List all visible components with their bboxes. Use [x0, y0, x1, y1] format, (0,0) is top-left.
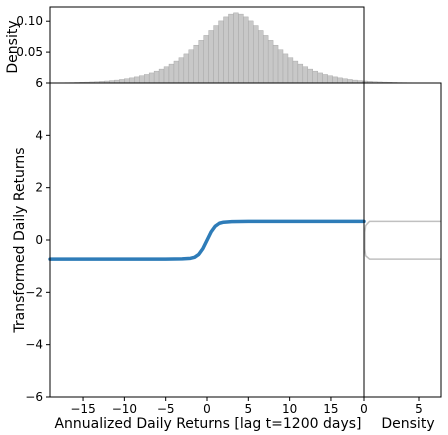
- histogram-bar: [158, 68, 165, 84]
- y-tick-label: −4: [25, 338, 43, 352]
- histogram-bar: [302, 66, 309, 84]
- histogram-bar: [188, 49, 194, 84]
- histogram-bar: [337, 77, 343, 84]
- histogram-bar: [198, 40, 204, 84]
- histogram-bar: [178, 57, 185, 84]
- histogram-bar: [119, 79, 125, 84]
- y-tick-label: 0.10: [16, 14, 43, 28]
- main-x-ticks: −15 −10 −5 0 5 10 15: [70, 397, 339, 416]
- top-y-axis-label: Density: [5, 20, 21, 73]
- y-tick-label: 4: [35, 128, 43, 142]
- x-tick-label: 5: [415, 402, 423, 416]
- histogram-bar: [143, 74, 150, 84]
- x-tick-label: 5: [244, 402, 252, 416]
- histogram-bar: [332, 76, 338, 84]
- top-histogram-panel: 0.05 0.10 Density: [5, 6, 413, 84]
- histogram-bar: [297, 63, 304, 84]
- histogram-bar: [173, 60, 180, 84]
- histogram-bar: [342, 78, 348, 84]
- histogram-bar: [262, 35, 269, 84]
- top-y-ticks: 0.05 0.10: [16, 14, 50, 59]
- y-tick-label: 0: [35, 233, 43, 247]
- histogram-bar: [203, 35, 209, 84]
- main-y-axis-label: Transformed Daily Returns: [12, 147, 28, 333]
- histogram-bar: [223, 16, 229, 84]
- histogram-bar: [307, 68, 313, 84]
- histogram-bar: [327, 75, 333, 84]
- histogram-bar: [243, 16, 249, 84]
- right-panel-frame: [363, 82, 442, 398]
- histogram-bar: [258, 30, 264, 84]
- histogram-bar: [267, 40, 274, 84]
- histogram-bar: [183, 53, 190, 84]
- histogram-bar: [163, 66, 170, 84]
- histogram-bar: [272, 44, 279, 84]
- histogram-bar: [193, 44, 199, 84]
- histogram-bar: [233, 12, 239, 84]
- histogram-bar: [228, 13, 234, 84]
- histogram-bar: [347, 79, 353, 84]
- y-tick-label: −6: [25, 390, 43, 404]
- y-tick-label: 0.05: [16, 45, 43, 59]
- x-tick-label: 0: [360, 402, 368, 416]
- histogram-bar: [312, 70, 318, 84]
- main-x-axis-label: Annualized Daily Returns [lag t=1200 day…: [54, 416, 361, 432]
- histogram-bar: [124, 78, 130, 84]
- y-tick-label: −2: [25, 285, 43, 299]
- histogram-bar: [277, 49, 284, 84]
- x-tick-label: −5: [157, 402, 175, 416]
- histogram-bar: [253, 25, 259, 84]
- histogram-bar: [292, 60, 299, 84]
- x-tick-label: 15: [323, 402, 338, 416]
- histogram-bars: [49, 12, 413, 84]
- main-y-ticks: −6 −4 −2 0 2 4 6: [25, 76, 50, 404]
- histogram-bar: [148, 72, 155, 84]
- histogram-bar: [213, 25, 219, 84]
- histogram-bar: [218, 20, 224, 84]
- histogram-bar: [238, 13, 244, 84]
- x-tick-label: 0: [203, 402, 211, 416]
- right-x-axis-label: Density: [381, 416, 434, 432]
- histogram-bar: [322, 74, 328, 84]
- y-tick-label: 6: [35, 76, 43, 90]
- histogram-bar: [208, 30, 214, 84]
- histogram-bar: [139, 75, 145, 84]
- histogram-bar: [168, 63, 175, 84]
- histogram-bar: [129, 77, 135, 84]
- x-tick-label: −10: [112, 402, 137, 416]
- transform-curve: [48, 219, 366, 261]
- x-tick-label: 10: [282, 402, 297, 416]
- histogram-bar: [134, 76, 140, 84]
- histogram-bar: [287, 57, 294, 84]
- histogram-bar: [248, 20, 254, 84]
- main-panel: −6 −4 −2 0 2 4 6 −15 −10 −5 0 5 10 15 Annualized Dai…: [12, 76, 366, 432]
- histogram-bar: [153, 70, 160, 84]
- y-tick-label: 2: [35, 181, 43, 195]
- histogram-bar: [282, 53, 289, 84]
- density-curve: [364, 220, 441, 260]
- histogram-bar: [317, 72, 323, 84]
- x-tick-label: −15: [70, 402, 95, 416]
